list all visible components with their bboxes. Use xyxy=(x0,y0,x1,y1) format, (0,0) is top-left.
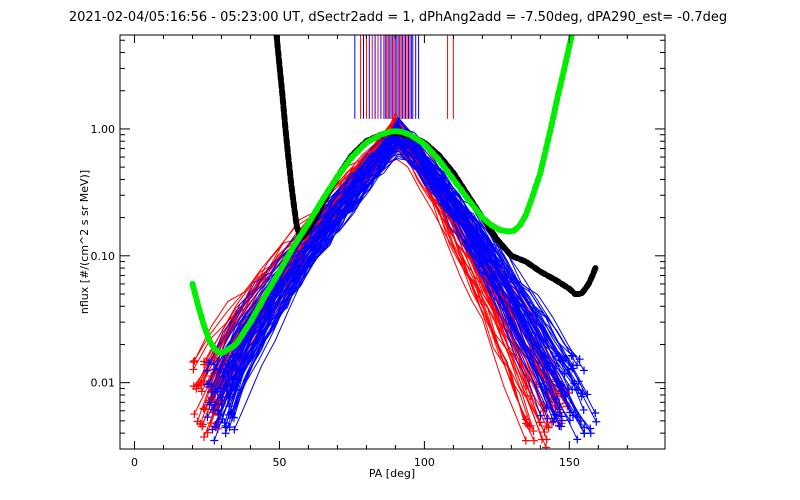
vertical-markers xyxy=(354,35,454,119)
blue-trace-marker xyxy=(565,416,574,425)
y-axis-label: nflux [#/(cm^2 s sr MeV)] xyxy=(78,170,91,314)
red-trace-marker xyxy=(521,436,530,445)
x-axis-label: PA [deg] xyxy=(369,467,415,480)
blue-trace-marker xyxy=(203,380,212,389)
y-tick-label: 0.01 xyxy=(91,377,116,390)
blue-trace-marker xyxy=(578,389,587,398)
blue-trace xyxy=(224,142,545,428)
blue-trace-marker xyxy=(210,365,219,374)
red-trace-marker xyxy=(190,410,199,419)
blue-trace-marker xyxy=(573,435,582,444)
x-tick-label: 50 xyxy=(272,456,286,469)
x-tick-label: 0 xyxy=(131,456,138,469)
trace-lines xyxy=(189,112,601,449)
axes: 0 50 100 150 0.01 0.10 1.00 xyxy=(91,35,665,469)
red-trace-marker xyxy=(536,418,545,427)
blue-trace-marker xyxy=(214,417,223,426)
blue-trace-marker xyxy=(231,364,240,373)
blue-trace-marker xyxy=(204,358,213,367)
red-trace-marker xyxy=(522,382,531,391)
blue-trace-marker xyxy=(210,436,219,445)
blue-trace-marker xyxy=(536,411,545,420)
blue-trace-marker xyxy=(560,369,569,378)
y-tick-label: 0.10 xyxy=(91,250,116,263)
red-trace-marker xyxy=(542,443,551,449)
red-trace-marker xyxy=(198,420,207,429)
blue-trace-marker xyxy=(223,369,232,378)
red-trace-marker xyxy=(529,427,538,436)
red-trace-marker xyxy=(538,435,547,444)
blue-trace-marker xyxy=(568,385,577,394)
blue-trace-marker xyxy=(573,361,582,370)
red-trace-marker xyxy=(529,436,538,445)
red-trace-marker xyxy=(197,387,206,396)
blue-trace-marker xyxy=(567,351,576,360)
blue-trace-marker xyxy=(203,413,212,422)
red-trace-marker xyxy=(189,358,198,367)
blue-trace-marker xyxy=(543,414,552,423)
red-trace-marker xyxy=(189,365,198,374)
chart-title: 2021-02-04/05:16:56 - 05:23:00 UT, dSect… xyxy=(69,10,727,25)
blue-trace-marker xyxy=(551,410,560,419)
red-trace-marker xyxy=(198,422,207,431)
y-tick-label: 1.00 xyxy=(91,123,116,136)
blue-trace-marker xyxy=(579,405,588,414)
blue-trace-marker xyxy=(207,382,216,391)
blue-trace-marker xyxy=(592,417,601,426)
blue-trace-marker xyxy=(549,417,558,426)
blue-trace-marker xyxy=(557,416,566,425)
x-tick-label: 100 xyxy=(414,456,435,469)
blue-trace-marker xyxy=(230,425,239,434)
blue-trace-marker xyxy=(214,406,223,415)
green-fit-curve xyxy=(189,35,576,357)
blue-trace-marker xyxy=(575,355,584,364)
blue-trace xyxy=(228,153,563,407)
blue-trace-marker xyxy=(583,390,592,399)
red-trace-marker xyxy=(547,418,556,427)
blue-trace-marker xyxy=(564,365,573,374)
red-trace-marker xyxy=(200,405,209,414)
red-trace-marker xyxy=(196,381,205,390)
blue-trace xyxy=(227,138,554,375)
red-trace-marker xyxy=(200,432,209,441)
blue-trace-marker xyxy=(561,354,570,363)
fit-curves xyxy=(189,35,599,357)
red-trace-marker xyxy=(189,382,198,391)
red-trace-marker xyxy=(200,357,209,366)
red-trace-marker xyxy=(526,421,535,430)
blue-trace-marker xyxy=(209,405,218,414)
blue-trace-marker xyxy=(209,360,218,369)
red-trace-marker xyxy=(544,423,553,432)
red-trace-marker xyxy=(199,404,208,413)
blue-trace-marker xyxy=(557,422,566,431)
blue-trace-marker xyxy=(205,398,214,407)
blue-trace xyxy=(222,127,574,416)
blue-trace-marker xyxy=(580,366,589,375)
blue-trace-marker xyxy=(203,366,212,375)
red-trace-marker xyxy=(203,428,212,437)
blue-trace-marker xyxy=(580,429,589,438)
plot-frame xyxy=(119,34,666,450)
blue-trace-marker xyxy=(549,369,558,378)
blue-trace xyxy=(212,129,585,434)
blue-trace xyxy=(214,144,581,406)
blue-trace-marker xyxy=(591,408,600,417)
blue-trace-marker xyxy=(221,423,230,432)
blue-trace-marker xyxy=(222,387,231,396)
x-tick-label: 150 xyxy=(559,456,580,469)
blue-trace xyxy=(207,155,558,418)
